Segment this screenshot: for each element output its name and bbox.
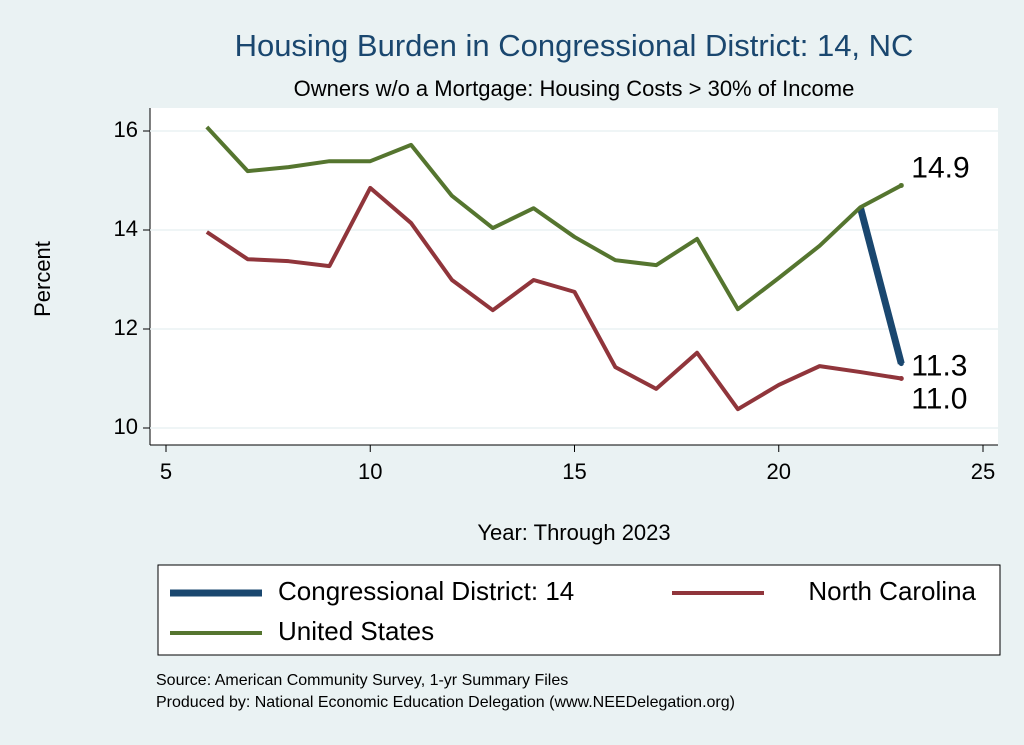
y-tick-label: 14 [114,216,138,241]
y-tick-label: 12 [114,315,138,340]
x-tick-label: 10 [358,459,382,484]
x-axis-title: Year: Through 2023 [477,520,670,545]
legend-label: United States [278,616,434,646]
end-marker [898,361,904,367]
legend-label: North Carolina [808,576,976,606]
plot-area [150,108,998,445]
producer-note: Produced by: National Economic Education… [156,694,735,711]
chart-title: Housing Burden in Congressional District… [235,28,914,63]
x-tick-label: 25 [971,459,995,484]
legend-label: Congressional District: 14 [278,576,574,606]
x-tick-label: 5 [160,459,172,484]
y-tick-label: 16 [114,117,138,142]
chart-subtitle: Owners w/o a Mortgage: Housing Costs > 3… [294,76,855,101]
series-line [205,185,902,412]
source-note: Source: American Community Survey, 1-yr … [156,672,568,689]
value-label: 14.9 [911,151,969,184]
end-marker [898,182,904,188]
end-marker [898,376,904,381]
value-label: 11.3 [911,350,967,383]
x-tick-label: 15 [562,459,586,484]
x-tick-label: 20 [767,459,791,484]
y-axis-title: Percent [30,241,55,317]
legend-box [157,564,1001,656]
series-line [857,206,905,365]
value-label: 11.0 [911,382,967,415]
series-line [205,125,903,312]
y-tick-label: 10 [114,414,138,439]
